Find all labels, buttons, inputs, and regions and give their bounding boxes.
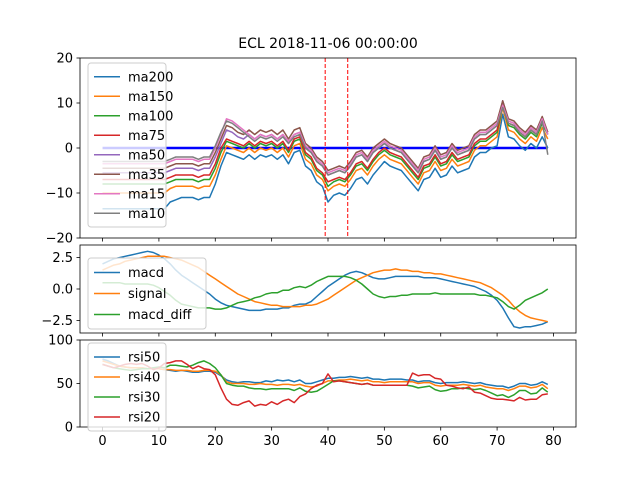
ma-y-tick-label: −20 (46, 232, 73, 247)
ma-y-tick-label: 10 (56, 97, 73, 112)
macd-legend: macd signal macd_diff (87, 257, 207, 330)
x-tick-label: 30 (263, 434, 280, 449)
legend-label: ma10 (128, 207, 165, 222)
macd-panel: −2.5 0.0 2.5 macd signal macd_diff (41, 244, 577, 337)
rsi-y-tick-label: 100 (48, 334, 73, 349)
legend-label: macd_diff (128, 308, 192, 323)
legend-label: rsi20 (128, 411, 160, 426)
x-tick-label: 10 (151, 434, 168, 449)
x-tick-label: 60 (432, 434, 449, 449)
ma-panel: −20−1001020ma200ma150ma100ma75ma50ma35ma… (46, 52, 577, 247)
x-tick-label: 40 (320, 434, 337, 449)
macd-y-tick-label: 0.0 (52, 283, 73, 298)
ma-legend: ma200 ma150 ma100 ma75 ma50 ma35 ma15 ma10 (87, 62, 173, 228)
x-tick-label: 70 (489, 434, 506, 449)
figure-title: ECL 2018-11-06 00:00:00 (238, 36, 418, 52)
legend-label: ma15 (128, 187, 165, 202)
ma-y-tick-label: 0 (65, 142, 73, 157)
x-tick-label: 80 (545, 434, 562, 449)
x-tick-label: 0 (98, 434, 106, 449)
legend-box (87, 62, 167, 228)
legend-label: macd (128, 266, 164, 281)
series-line-ma75 (102, 102, 549, 183)
legend-box (87, 257, 207, 330)
legend-label: rsi40 (128, 371, 160, 386)
legend-label: signal (128, 287, 166, 302)
legend-label: rsi30 (128, 391, 160, 406)
series-line-rsi20 (102, 360, 548, 407)
rsi-legend: rsi50 rsi40 rsi30 rsi20 (87, 342, 167, 432)
ma-y-tick-label: −10 (46, 187, 73, 202)
legend-label: ma35 (128, 168, 165, 183)
rsi-y-tick-label: 0 (65, 421, 73, 436)
series-line-rsi30 (102, 360, 549, 399)
series-line-ma200 (102, 113, 549, 210)
legend-box (87, 342, 167, 432)
x-tick-label: 20 (207, 434, 224, 449)
series-line-rsi40 (102, 360, 549, 392)
macd-y-tick-label: −2.5 (41, 314, 73, 329)
macd-y-tick-label: 2.5 (52, 251, 73, 266)
legend-label: ma200 (128, 70, 173, 85)
legend-label: ma150 (128, 90, 173, 105)
legend-label: ma75 (128, 129, 165, 144)
series-line-ma10 (102, 106, 549, 176)
legend-label: ma50 (128, 148, 165, 163)
legend-label: rsi50 (128, 351, 160, 366)
rsi-y-tick-label: 50 (56, 377, 73, 392)
legend-label: ma100 (128, 109, 173, 124)
ma-y-tick-label: 20 (56, 52, 73, 67)
x-tick-label: 50 (376, 434, 393, 449)
